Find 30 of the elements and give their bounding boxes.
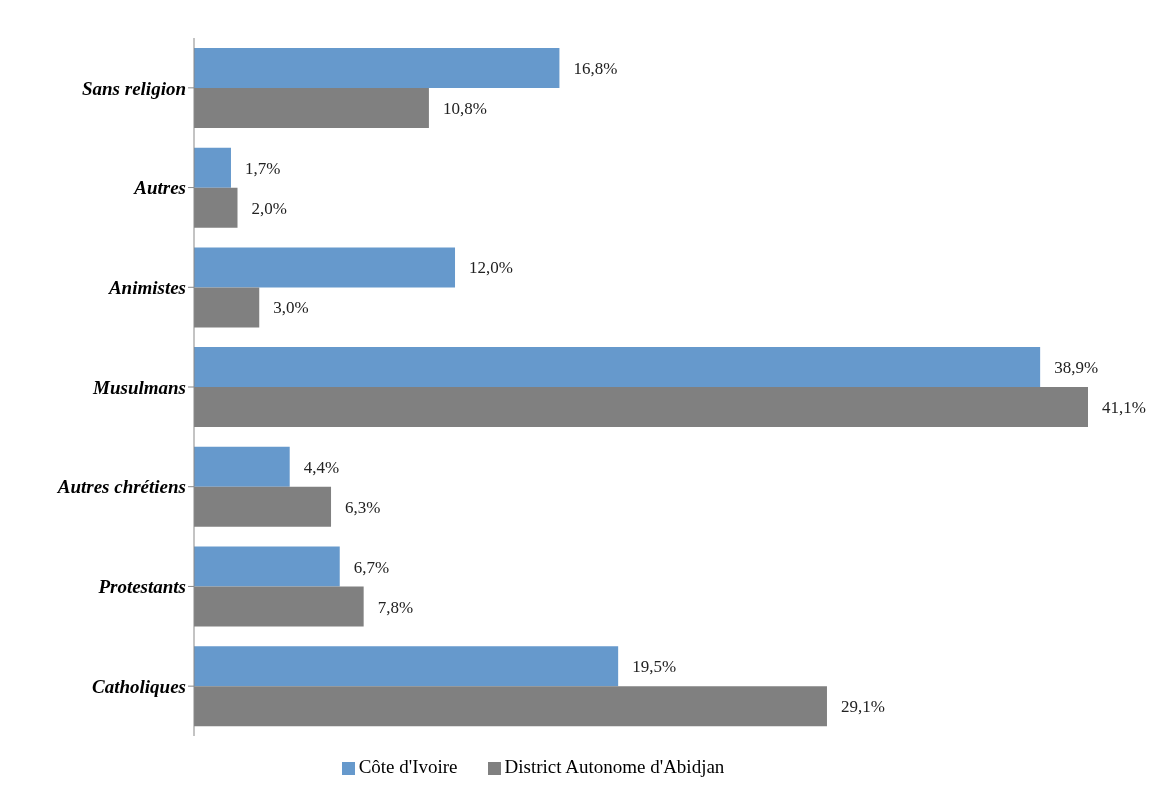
- data-label: 2,0%: [251, 198, 287, 218]
- data-label: 29,1%: [840, 697, 885, 717]
- data-label: 19,5%: [632, 657, 677, 677]
- bar: [194, 546, 340, 587]
- bar: [194, 47, 560, 88]
- data-label: 38,9%: [1054, 358, 1099, 378]
- y-tick-label: Animistes: [107, 277, 186, 299]
- y-tick-label: Sans religion: [81, 77, 186, 99]
- y-tick-label: Autres chrétiens: [56, 476, 186, 498]
- data-label: 6,3%: [345, 497, 381, 517]
- y-tick-label: Autres: [133, 177, 186, 199]
- data-label: 16,8%: [573, 59, 618, 79]
- data-label: 10,8%: [442, 99, 487, 119]
- legend-label: District Autonome d'Abidjan: [504, 756, 725, 777]
- data-label: 7,8%: [377, 597, 414, 617]
- data-label: 6,7%: [353, 557, 390, 577]
- bar: [194, 147, 231, 188]
- data-label: 3,0%: [273, 298, 309, 318]
- y-tick-label: Protestants: [97, 576, 186, 598]
- data-label: 4,4%: [303, 457, 340, 477]
- bar: [194, 247, 456, 288]
- data-label: 12,0%: [469, 258, 513, 278]
- y-tick-label: Catholiques: [92, 675, 186, 697]
- bar: [194, 446, 290, 487]
- bar: [194, 646, 619, 687]
- y-tick-label: Musulmans: [92, 376, 186, 398]
- bar: [194, 347, 1041, 388]
- legend-label: Côte d'Ivoire: [358, 756, 458, 777]
- data-label: 1,7%: [244, 158, 281, 178]
- data-label: 41,1%: [1102, 398, 1146, 418]
